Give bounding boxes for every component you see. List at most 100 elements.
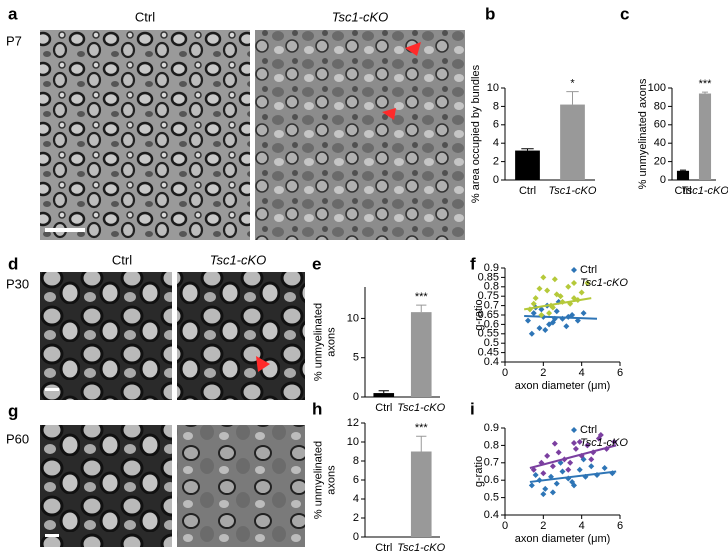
y-tick-label: 0.65 [478, 309, 499, 321]
micrograph [40, 425, 172, 547]
error-bar [679, 169, 687, 171]
point [597, 431, 604, 438]
y-axis-label: axons [325, 465, 337, 495]
panel-letter: g [8, 401, 18, 420]
x-tick-label: Tsc1-cKO [681, 185, 728, 197]
y-tick-label: 0 [353, 531, 359, 543]
micrograph [40, 272, 172, 400]
x-tick-label: Ctrl [375, 402, 392, 414]
x-tick-label: 6 [617, 367, 623, 379]
panel-letter: i [470, 399, 475, 418]
y-tick-label: 0.7 [484, 457, 499, 469]
point [555, 449, 562, 456]
point [538, 306, 545, 313]
point [544, 452, 551, 459]
y-tick-label: 0.7 [484, 300, 499, 312]
bar [515, 150, 540, 180]
point [567, 459, 574, 466]
y-axis-label: % area occupied by bundles [470, 64, 482, 203]
point [549, 463, 556, 470]
significance: *** [699, 78, 713, 90]
point [572, 445, 579, 452]
y-tick-label: 0.55 [478, 328, 499, 340]
stage-label: P7 [6, 33, 22, 48]
y-tick-label: 4 [493, 137, 499, 149]
arrowhead [405, 42, 421, 56]
panel-letter: d [8, 254, 18, 273]
arrowhead [256, 356, 270, 372]
error-bar [378, 390, 389, 394]
y-tick-label: 0.8 [484, 439, 499, 451]
y-axis-label: % unmyelinated axons [637, 78, 649, 189]
bar [410, 312, 432, 397]
y-tick-label: 10 [487, 82, 499, 94]
trend-line [529, 444, 617, 469]
legend-marker [571, 427, 577, 433]
point [540, 491, 547, 498]
trend-line [529, 470, 617, 483]
legend-label: Tsc1-cKO [580, 437, 628, 449]
point [538, 312, 545, 318]
point [549, 489, 556, 496]
y-tick-label: 0.6 [484, 474, 499, 486]
point [540, 274, 547, 281]
stage-label: P30 [6, 276, 29, 291]
micrograph [255, 30, 465, 240]
significance: *** [415, 422, 429, 434]
panel-letter: b [485, 4, 495, 23]
point [584, 280, 591, 287]
y-tick-label: 10 [347, 436, 359, 448]
point [544, 287, 551, 294]
y-tick-label: 100 [648, 82, 666, 94]
y-tick-label: 10 [347, 312, 359, 324]
y-tick-label: 0.75 [478, 290, 499, 302]
legend-label: Ctrl [580, 264, 597, 276]
error-bar [566, 91, 579, 105]
point [540, 470, 547, 477]
point [553, 308, 560, 315]
y-tick-label: 8 [353, 455, 359, 467]
bar [373, 393, 395, 397]
panel-letter: e [312, 254, 321, 273]
y-tick-label: 2 [353, 512, 359, 524]
y-tick-label: 0.8 [484, 281, 499, 293]
y-tick-label: 8 [493, 100, 499, 112]
point [565, 466, 572, 473]
legend-marker [571, 267, 577, 273]
point [588, 463, 595, 470]
point [576, 466, 583, 473]
y-tick-label: 0.4 [484, 356, 499, 368]
bar [676, 170, 690, 180]
error-bar [416, 304, 427, 313]
bar [560, 104, 585, 180]
point [588, 456, 595, 463]
y-tick-label: 0 [493, 174, 499, 186]
point [542, 327, 549, 334]
legend-marker [571, 280, 577, 286]
y-tick-label: 6 [493, 119, 499, 131]
point [551, 276, 558, 283]
stage-label: P60 [6, 431, 29, 446]
panel-letter: c [620, 4, 629, 23]
image-title: Ctrl [135, 9, 155, 24]
point [574, 317, 581, 324]
point [542, 485, 549, 492]
point [530, 310, 537, 317]
panel-letter: a [8, 4, 18, 23]
y-tick-label: 0 [660, 174, 666, 186]
point [569, 478, 576, 485]
y-tick-label: 0.5 [484, 492, 499, 504]
legend-label: Ctrl [580, 424, 597, 436]
point [551, 440, 558, 447]
point [532, 295, 539, 302]
y-tick-label: 12 [347, 417, 359, 429]
point [563, 323, 570, 330]
error-bar [521, 148, 534, 151]
x-axis-label: axon diameter (μm) [515, 533, 611, 545]
point [536, 285, 543, 292]
point [528, 482, 535, 489]
x-tick-label: Ctrl [375, 542, 392, 554]
point [536, 325, 543, 332]
micrograph [177, 272, 305, 400]
point [565, 283, 572, 290]
